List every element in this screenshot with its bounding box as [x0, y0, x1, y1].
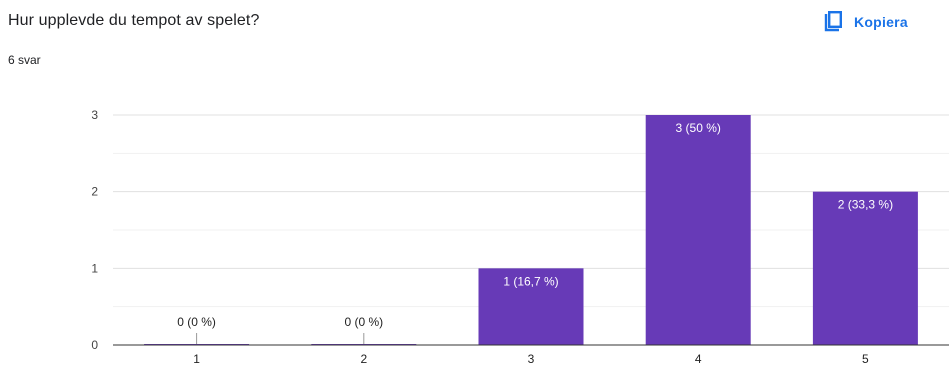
copy-icon: [822, 11, 842, 33]
question-title: Hur upplevde du tempot av spelet?: [8, 12, 260, 29]
data-label: 2 (33,3 %): [838, 198, 893, 212]
x-tick-label: 5: [862, 352, 869, 366]
bar: [812, 191, 918, 345]
copy-label: Kopiera: [854, 14, 908, 30]
data-label: 1 (16,7 %): [503, 274, 558, 288]
y-tick-label: 3: [91, 108, 98, 122]
response-count: 6 svar: [8, 53, 41, 67]
bar: [478, 268, 584, 345]
y-tick-label: 2: [91, 185, 98, 199]
copy-button[interactable]: Kopiera: [822, 8, 908, 36]
bar: [645, 115, 751, 345]
data-label: 3 (50 %): [676, 121, 721, 135]
x-tick-label: 4: [695, 352, 702, 366]
x-tick-label: 3: [528, 352, 535, 366]
data-label: 0 (0 %): [177, 315, 216, 329]
data-label: 0 (0 %): [344, 315, 383, 329]
x-tick-label: 2: [360, 352, 367, 366]
y-tick-label: 1: [91, 261, 98, 275]
x-tick-label: 1: [193, 352, 200, 366]
y-tick-label: 0: [91, 338, 98, 352]
